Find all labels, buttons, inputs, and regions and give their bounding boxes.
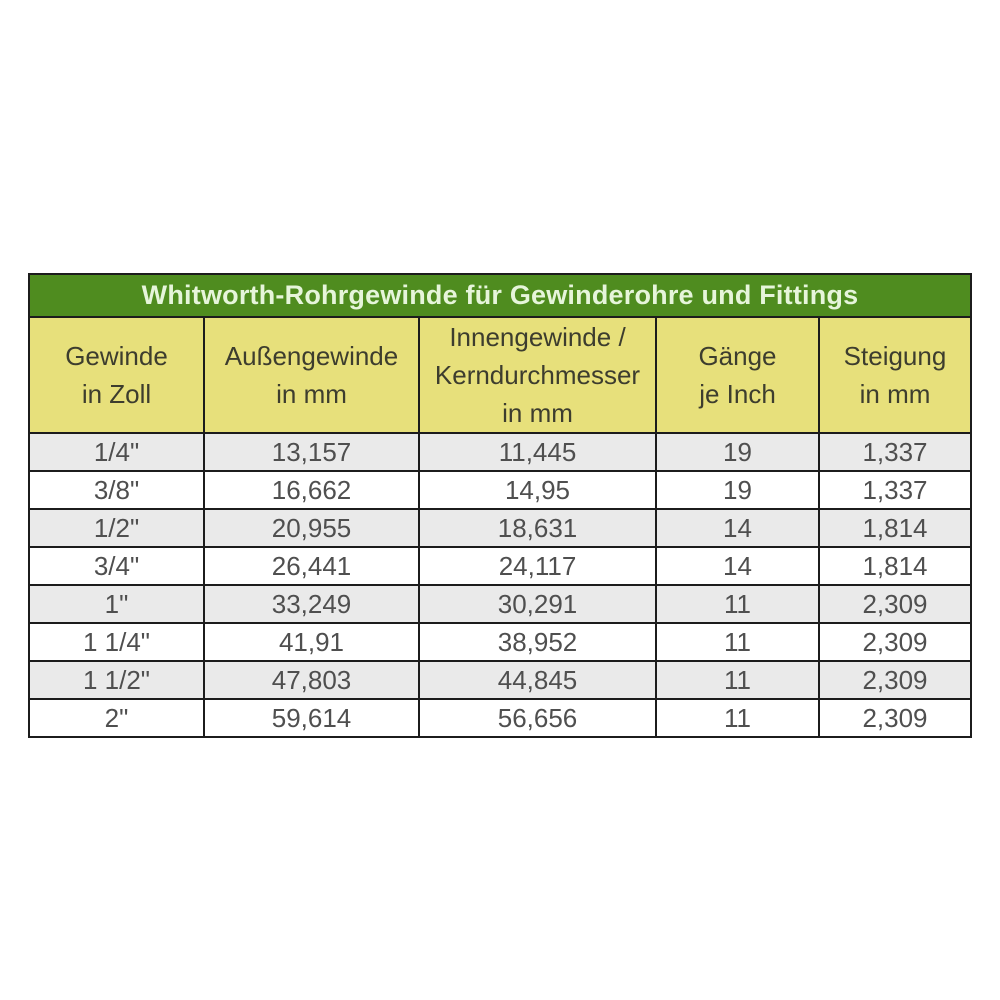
cell-gewinde: 1/4": [28, 432, 205, 472]
table-row: 3/4" 26,441 24,117 14 1,814: [28, 546, 972, 586]
table-row: 1" 33,249 30,291 11 2,309: [28, 584, 972, 624]
col-header-gaenge-je-inch: Gänge je Inch: [655, 316, 820, 434]
whitworth-thread-table-container: Whitworth-Rohrgewinde für Gewinderohre u…: [28, 273, 972, 738]
cell-gaenge: 19: [655, 432, 820, 472]
table-row: 1/4" 13,157 11,445 19 1,337: [28, 432, 972, 472]
cell-gaenge: 11: [655, 622, 820, 662]
table-row: 2" 59,614 56,656 11 2,309: [28, 698, 972, 738]
cell-gaenge: 19: [655, 470, 820, 510]
cell-steigung: 1,337: [818, 432, 972, 472]
cell-aussengewinde: 41,91: [203, 622, 420, 662]
table-title: Whitworth-Rohrgewinde für Gewinderohre u…: [28, 273, 972, 318]
cell-aussengewinde: 13,157: [203, 432, 420, 472]
table-row: 1 1/2" 47,803 44,845 11 2,309: [28, 660, 972, 700]
title-row: Whitworth-Rohrgewinde für Gewinderohre u…: [28, 273, 972, 318]
cell-gaenge: 11: [655, 584, 820, 624]
cell-gewinde: 3/4": [28, 546, 205, 586]
cell-innengewinde: 44,845: [418, 660, 657, 700]
cell-gaenge: 14: [655, 508, 820, 548]
cell-steigung: 2,309: [818, 698, 972, 738]
cell-steigung: 1,814: [818, 546, 972, 586]
cell-gaenge: 11: [655, 698, 820, 738]
cell-gewinde: 1/2": [28, 508, 205, 548]
col-header-gewinde-in-zoll: Gewinde in Zoll: [28, 316, 205, 434]
cell-innengewinde: 30,291: [418, 584, 657, 624]
table-row: 1/2" 20,955 18,631 14 1,814: [28, 508, 972, 548]
cell-aussengewinde: 33,249: [203, 584, 420, 624]
cell-aussengewinde: 20,955: [203, 508, 420, 548]
cell-steigung: 1,337: [818, 470, 972, 510]
cell-gewinde: 1": [28, 584, 205, 624]
cell-aussengewinde: 16,662: [203, 470, 420, 510]
table-row: 3/8" 16,662 14,95 19 1,337: [28, 470, 972, 510]
cell-innengewinde: 11,445: [418, 432, 657, 472]
cell-innengewinde: 56,656: [418, 698, 657, 738]
cell-gaenge: 14: [655, 546, 820, 586]
cell-steigung: 1,814: [818, 508, 972, 548]
header-row: Gewinde in Zoll Außengewinde in mm Innen…: [28, 316, 972, 434]
cell-steigung: 2,309: [818, 660, 972, 700]
cell-gaenge: 11: [655, 660, 820, 700]
cell-aussengewinde: 26,441: [203, 546, 420, 586]
col-header-innengewinde-kerndurchmesser-mm: Innengewinde / Kerndurchmesser in mm: [418, 316, 657, 434]
cell-innengewinde: 14,95: [418, 470, 657, 510]
col-header-aussengewinde-mm: Außengewinde in mm: [203, 316, 420, 434]
cell-innengewinde: 18,631: [418, 508, 657, 548]
cell-innengewinde: 24,117: [418, 546, 657, 586]
cell-gewinde: 1 1/2": [28, 660, 205, 700]
whitworth-thread-table: Whitworth-Rohrgewinde für Gewinderohre u…: [28, 273, 972, 738]
cell-steigung: 2,309: [818, 622, 972, 662]
cell-gewinde: 2": [28, 698, 205, 738]
col-header-steigung-mm: Steigung in mm: [818, 316, 972, 434]
cell-innengewinde: 38,952: [418, 622, 657, 662]
table-row: 1 1/4" 41,91 38,952 11 2,309: [28, 622, 972, 662]
cell-aussengewinde: 47,803: [203, 660, 420, 700]
cell-gewinde: 3/8": [28, 470, 205, 510]
cell-steigung: 2,309: [818, 584, 972, 624]
cell-aussengewinde: 59,614: [203, 698, 420, 738]
cell-gewinde: 1 1/4": [28, 622, 205, 662]
